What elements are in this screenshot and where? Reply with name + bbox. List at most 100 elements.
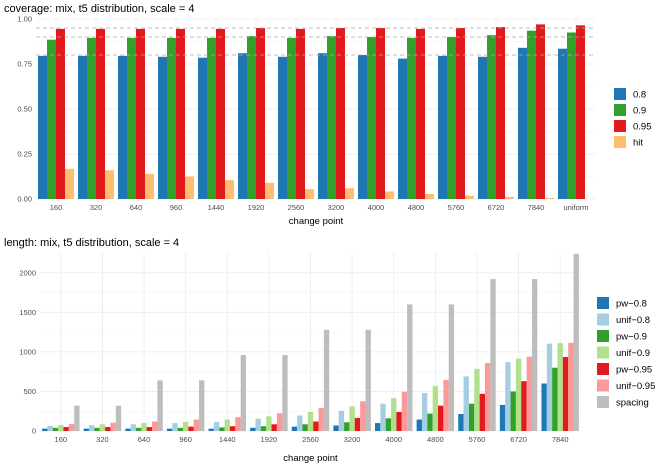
bar-0.9-5760 <box>447 37 456 199</box>
bar-pw−0.9-5760 <box>468 403 475 431</box>
bar-pw−0.9-960 <box>177 427 183 431</box>
bar-unif−0.95-4800 <box>443 379 449 431</box>
bar-hit-2560 <box>305 189 314 199</box>
x-tick-label: 4800 <box>408 203 425 212</box>
x-tick-label: 640 <box>138 435 151 444</box>
bar-pw−0.8-320 <box>83 428 90 431</box>
bar-spacing-1920 <box>282 355 288 431</box>
x-tick-label: 5760 <box>469 435 486 444</box>
bar-pw−0.95-160 <box>63 427 69 431</box>
chart-title: length: mix, t5 distribution, scale = 4 <box>4 237 179 249</box>
bar-0.95-3200 <box>336 28 345 199</box>
bar-unif−0.9-1440 <box>224 419 230 431</box>
bar-unif−0.8-2560 <box>297 415 303 431</box>
legend-swatch <box>597 297 609 309</box>
bar-unif−0.9-2560 <box>307 412 314 431</box>
bar-hit-640 <box>145 173 154 199</box>
bar-0.8-1440 <box>198 57 207 200</box>
bar-unif−0.9-960 <box>182 421 189 431</box>
bar-unif−0.95-4000 <box>401 391 408 431</box>
x-tick-label: 1920 <box>248 203 265 212</box>
bar-spacing-5760 <box>490 279 496 431</box>
bar-0.8-4000 <box>358 55 367 199</box>
bar-0.95-5760 <box>456 28 465 199</box>
x-tick-label: 960 <box>179 435 192 444</box>
x-tick-label: 160 <box>55 435 68 444</box>
bar-0.9-2560 <box>287 37 296 200</box>
bar-pw−0.95-2560 <box>313 421 319 431</box>
bar-pw−0.9-6720 <box>510 391 516 431</box>
bar-0.95-6720 <box>496 27 505 199</box>
bar-unif−0.95-320 <box>110 422 116 431</box>
bar-pw−0.9-7840 <box>552 367 558 431</box>
chart-1: coverage: mix, t5 distribution, scale = … <box>4 3 652 227</box>
bar-0.9-320 <box>87 37 96 200</box>
bar-hit-960 <box>185 176 194 199</box>
bar-unif−0.8-3200 <box>338 410 345 431</box>
bar-unif−0.9-1920 <box>266 416 272 431</box>
chart-2: length: mix, t5 distribution, scale = 4 0… <box>4 237 655 464</box>
legend-swatch <box>597 396 609 408</box>
bar-spacing-6720 <box>531 279 538 431</box>
bar-0.95-1440 <box>216 28 225 200</box>
bar-pw−0.9-320 <box>94 427 100 431</box>
bar-pw−0.8-2560 <box>291 426 298 431</box>
bar-0.95-7840 <box>536 24 545 200</box>
bar-pw−0.9-2560 <box>302 424 308 431</box>
legend-swatch <box>597 313 609 326</box>
bar-pw−0.8-1920 <box>250 427 256 431</box>
legend: pw−0.8 unif−0.8 pw−0.9 unif−0.9 pw−0.95 unif−… <box>597 297 655 409</box>
x-tick-label: 4000 <box>368 203 385 212</box>
bar-hit-5760 <box>465 195 474 199</box>
bar-spacing-640 <box>157 380 163 431</box>
bar-pw−0.8-960 <box>166 428 173 431</box>
x-axis-label: change point <box>289 216 344 227</box>
bar-unif−0.8-6720 <box>505 362 511 431</box>
bar-unif−0.9-160 <box>58 425 64 431</box>
bar-0.8-320 <box>78 55 87 200</box>
x-tick-label: 960 <box>170 203 183 212</box>
bar-spacing-4000 <box>407 304 413 431</box>
x-tick-label: 1440 <box>208 203 225 212</box>
bar-pw−0.9-3200 <box>344 422 350 431</box>
bar-pw−0.95-7840 <box>562 357 569 431</box>
bar-0.95-4000 <box>376 28 385 199</box>
x-tick-label: 6720 <box>488 203 505 212</box>
chart-title: coverage: mix, t5 distribution, scale = … <box>4 3 194 15</box>
bar-pw−0.8-7840 <box>541 383 547 431</box>
x-tick-label: 3200 <box>344 435 361 444</box>
y-tick-label: 0.25 <box>17 150 32 159</box>
bar-pw−0.9-640 <box>136 427 142 431</box>
y-tick-label: 1.00 <box>17 15 32 24</box>
legend-swatch <box>614 136 626 148</box>
x-tick-label: 320 <box>96 435 109 444</box>
x-tick-label: 160 <box>50 203 63 212</box>
bar-hit-7840 <box>545 197 554 199</box>
legend-label: unif−0.9 <box>616 348 650 359</box>
bar-unif−0.8-1920 <box>255 418 261 431</box>
legend-label: pw−0.8 <box>616 299 647 310</box>
bar-0.95-2560 <box>296 28 305 200</box>
bars <box>38 24 585 200</box>
bar-unif−0.95-960 <box>193 419 200 431</box>
y-tick-label: 2000 <box>19 268 36 277</box>
x-tick-label: 1440 <box>219 435 236 444</box>
bar-pw−0.8-640 <box>125 428 131 431</box>
bar-0.8-5760 <box>438 55 447 200</box>
legend-label: unif−0.95 <box>616 381 655 392</box>
x-axis-label: change point <box>283 453 338 464</box>
bar-unif−0.95-7840 <box>568 342 574 431</box>
bar-pw−0.95-1920 <box>271 424 277 431</box>
bar-pw−0.95-960 <box>188 426 194 431</box>
bar-unif−0.8-1440 <box>213 421 220 431</box>
bar-0.8-640 <box>118 55 127 200</box>
bar-pw−0.95-1440 <box>229 426 236 431</box>
bar-pw−0.95-4000 <box>396 412 402 431</box>
bar-unif−0.9-4800 <box>432 385 439 431</box>
x-tick-label: 320 <box>90 203 103 212</box>
bar-0.8-6720 <box>478 56 487 199</box>
bar-pw−0.8-1440 <box>208 428 214 431</box>
bar-0.9-7840 <box>527 30 536 200</box>
y-tick-label: 0.00 <box>17 195 32 204</box>
bar-pw−0.95-5760 <box>479 393 485 431</box>
